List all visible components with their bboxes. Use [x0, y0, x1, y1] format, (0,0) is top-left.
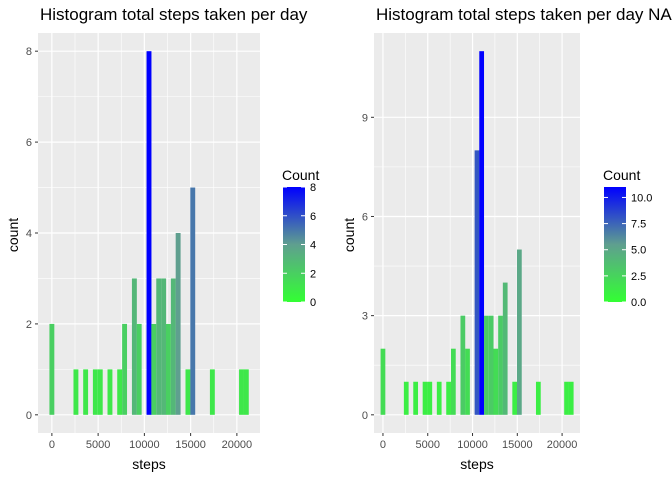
legend-tick-label: 0.0 — [631, 297, 646, 309]
histogram-bar — [380, 348, 386, 415]
histogram-bar — [403, 381, 409, 415]
legend-tick-label: 8 — [310, 182, 316, 194]
chart-left-x-title: steps — [132, 456, 165, 472]
x-tick-label: 10000 — [129, 439, 160, 451]
histogram-bar — [175, 233, 181, 415]
x-tick-label: 15000 — [175, 439, 206, 451]
histogram-bar — [117, 369, 123, 415]
chart-left-title: Histogram total steps taken per day — [40, 5, 308, 24]
x-tick-label: 5000 — [415, 439, 439, 451]
chart-right-y-axis: 0 3 6 9 — [362, 112, 374, 422]
x-tick-label: 0 — [380, 439, 386, 451]
histogram-bar — [151, 323, 157, 415]
histogram-bar — [498, 315, 503, 415]
histogram-bar — [185, 369, 191, 415]
chart-left-y-axis: 0 2 4 6 8 — [26, 46, 38, 422]
legend-tick-label: 5.0 — [631, 245, 646, 257]
x-tick-label: 20000 — [547, 439, 578, 451]
y-tick-label: 6 — [26, 137, 32, 149]
histogram-bar — [146, 51, 152, 415]
histogram-bar — [450, 348, 456, 415]
chart-left-bars — [49, 51, 249, 415]
histogram-bar — [92, 369, 98, 415]
y-tick-label: 0 — [26, 410, 32, 422]
histogram-bar — [161, 278, 167, 415]
chart-right-x-axis: 0 5000 10000 15000 20000 — [380, 433, 577, 451]
x-tick-label: 10000 — [457, 439, 488, 451]
histogram-bar — [564, 381, 569, 415]
legend-right-colorbar — [604, 187, 626, 302]
histogram-bar — [516, 249, 522, 415]
histogram-bar — [165, 323, 171, 415]
legend-tick-label: 2.5 — [631, 271, 646, 283]
histogram-bar — [493, 348, 499, 415]
chart-right-y-title: count — [341, 218, 357, 252]
histogram-bar — [131, 278, 137, 415]
histogram-bar — [413, 381, 419, 415]
y-tick-label: 4 — [26, 228, 32, 240]
histogram-bar — [190, 187, 196, 415]
chart-right-bars — [380, 51, 574, 415]
histogram-bar — [436, 381, 442, 415]
histogram-bar — [97, 369, 103, 415]
histogram-bar — [479, 51, 485, 415]
x-tick-label: 0 — [49, 439, 55, 451]
histogram-bar — [474, 150, 480, 415]
histogram-bar — [465, 348, 470, 415]
chart-left: Histogram total steps taken per day 0 2 4 6… — [5, 5, 319, 472]
histogram-bar — [484, 315, 489, 415]
histogram-bar — [209, 369, 215, 415]
chart-left-x-axis: 0 5000 10000 15000 20000 — [49, 433, 252, 451]
histogram-bar — [49, 323, 55, 415]
legend-left-ticks: 0 2 4 6 8 — [283, 182, 316, 309]
histogram-bar — [502, 282, 508, 415]
chart-left-legend: Count 0 2 4 6 8 — [282, 167, 319, 309]
histogram-bar — [83, 369, 89, 415]
legend-right-title: Count — [603, 167, 640, 183]
histogram-bar — [156, 278, 162, 415]
histogram-bar — [446, 381, 451, 415]
histogram-bar — [427, 381, 433, 415]
y-tick-label: 3 — [362, 311, 368, 323]
histogram-bar — [122, 323, 128, 415]
y-tick-label: 0 — [362, 410, 368, 422]
x-tick-label: 20000 — [222, 439, 253, 451]
histogram-bar — [107, 369, 113, 415]
histogram-bar — [239, 369, 244, 415]
y-tick-label: 9 — [362, 112, 368, 124]
legend-tick-label: 10.0 — [631, 192, 652, 204]
legend-tick-label: 2 — [310, 268, 316, 280]
legend-left-colorbar — [283, 187, 305, 302]
x-tick-label: 15000 — [502, 439, 533, 451]
y-tick-label: 8 — [26, 46, 32, 58]
histogram-bar — [512, 381, 518, 415]
histogram-bar — [136, 323, 142, 415]
chart-right: Histogram total steps taken per day NA 0… — [341, 5, 672, 472]
legend-tick-label: 6 — [310, 211, 316, 223]
histogram-bar — [422, 381, 428, 415]
legend-tick-label: 7.5 — [631, 219, 646, 231]
chart-right-legend: Count 0.0 2.5 5.0 7.5 10.0 — [603, 167, 652, 309]
chart-right-x-title: steps — [460, 456, 493, 472]
y-tick-label: 2 — [26, 319, 32, 331]
legend-tick-label: 4 — [310, 240, 316, 252]
histogram-bar — [243, 369, 249, 415]
legend-tick-label: 0 — [310, 297, 316, 309]
histogram-bar — [73, 369, 79, 415]
histogram-bar — [488, 315, 494, 415]
y-tick-label: 6 — [362, 211, 368, 223]
histogram-bar — [568, 381, 574, 415]
chart-left-y-title: count — [5, 218, 21, 252]
chart-right-title: Histogram total steps taken per day NA — [376, 5, 672, 24]
histogram-bar — [170, 278, 176, 415]
histogram-bar — [535, 381, 541, 415]
legend-right-ticks: 0.0 2.5 5.0 7.5 10.0 — [604, 192, 652, 309]
legend-left-title: Count — [282, 167, 319, 183]
histogram-bar — [460, 315, 466, 415]
x-tick-label: 5000 — [86, 439, 110, 451]
